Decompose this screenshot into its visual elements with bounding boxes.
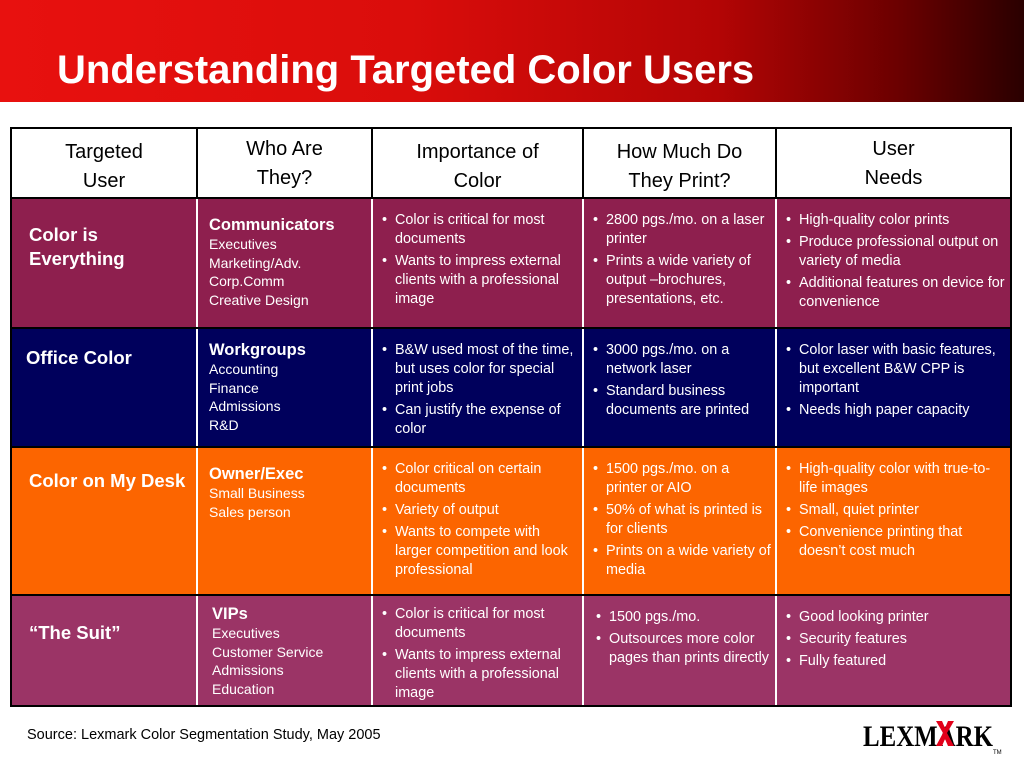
list-item: Wants to impress external clients with a… [380, 252, 578, 309]
list-item: Standard business documents are printed [591, 382, 771, 420]
segment-name: Office Color [26, 347, 132, 368]
list-item: Variety of output [380, 501, 578, 520]
list-item: Color critical on certain documents [380, 460, 578, 498]
who-item: Corp.Comm [209, 273, 285, 289]
list-item: Produce professional output on variety o… [784, 233, 1006, 271]
who-item: Education [212, 680, 275, 697]
who-item: Sales person [209, 503, 291, 520]
header-how-much-print: How Much Do They Print? [582, 129, 775, 197]
who-item: Creative Design [209, 291, 309, 308]
header-label: Needs [864, 167, 923, 189]
title-bar: Understanding Targeted Color Users [0, 0, 1024, 102]
importance-cell: Color critical on certain documents Vari… [371, 448, 582, 594]
who-item: Admissions [212, 662, 284, 678]
list-item: Color is critical for most documents [380, 605, 578, 643]
header-who-are-they: Who Are They? [196, 129, 371, 197]
print-volume-cell: 1500 pgs./mo. Outsources more color page… [582, 596, 775, 705]
list-item: Color laser with basic features, but exc… [784, 341, 1008, 398]
list-item: 1500 pgs./mo. on a printer or AIO [591, 460, 771, 498]
table-row: Office Color Workgroups Accounting Finan… [12, 329, 1010, 448]
slide-title: Understanding Targeted Color Users [57, 48, 755, 92]
segment-name: “The Suit” [29, 622, 121, 643]
logo-x-accent-icon [936, 721, 954, 746]
print-volume-cell: 1500 pgs./mo. on a printer or AIO 50% of… [582, 448, 775, 594]
list-item: Can justify the expense of color [380, 401, 578, 439]
list-item: Wants to compete with larger competition… [380, 523, 578, 580]
user-needs-cell: High-quality color prints Produce profes… [775, 199, 1010, 327]
who-group: Communicators [209, 216, 335, 234]
user-needs-cell: Color laser with basic features, but exc… [775, 329, 1010, 446]
who-item: Executives [212, 625, 280, 641]
list-item: Small, quiet printer [784, 501, 1006, 520]
who-group: Owner/Exec [209, 465, 304, 483]
trademark-mark: TM [993, 750, 1002, 756]
who-item: Small Business [209, 485, 305, 501]
user-needs-cell: Good looking printer Security features F… [775, 596, 1010, 705]
lexmark-logo: LEXMARK TM [863, 720, 1002, 756]
list-item: Fully featured [784, 652, 1006, 671]
header-label: User [872, 138, 915, 160]
who-item: Admissions [209, 398, 281, 414]
list-item: Additional features on device for conven… [784, 274, 1006, 312]
logo-wordmark: LEXMARK [863, 720, 994, 753]
who-cell: Workgroups Accounting Finance Admissions… [196, 329, 371, 446]
list-item: Good looking printer [784, 608, 1006, 627]
who-item: Executives [209, 236, 277, 252]
header-label: Color [453, 170, 502, 192]
list-item: 2800 pgs./mo. on a laser printer [591, 211, 771, 249]
who-item: Finance [209, 379, 259, 396]
segment-name: Color is Everything [29, 224, 125, 269]
list-item: Security features [784, 630, 1006, 649]
list-item: Outsources more color pages than prints … [594, 630, 771, 668]
who-item: R&D [209, 416, 239, 433]
header-label: Importance of [416, 141, 539, 163]
table-row: Color on My Desk Owner/Exec Small Busine… [12, 448, 1010, 596]
list-item: Prints a wide variety of output –brochur… [591, 252, 771, 309]
list-item: Needs high paper capacity [784, 401, 1008, 420]
importance-cell: Color is critical for most documents Wan… [371, 199, 582, 327]
who-cell: Communicators Executives Marketing/Adv. … [196, 199, 371, 327]
header-label: Targeted [65, 141, 143, 163]
importance-cell: B&W used most of the time, but uses colo… [371, 329, 582, 446]
header-label: They? [256, 167, 313, 189]
list-item: High-quality color prints [784, 211, 1006, 230]
list-item: 1500 pgs./mo. [594, 608, 771, 627]
segmentation-table: Targeted User Who Are They? Importance o… [10, 127, 1012, 707]
segment-name: Color on My Desk [29, 470, 186, 491]
header-importance-of-color: Importance of Color [371, 129, 582, 197]
who-item: Marketing/Adv. [209, 254, 302, 271]
header-row: Targeted User Who Are They? Importance o… [12, 129, 1010, 199]
print-volume-cell: 3000 pgs./mo. on a network laser Standar… [582, 329, 775, 446]
header-user-needs: User Needs [775, 129, 1010, 197]
who-item: Customer Service [212, 643, 324, 660]
who-group: Workgroups [209, 341, 306, 359]
user-needs-cell: High-quality color with true-to-life ima… [775, 448, 1010, 594]
list-item: High-quality color with true-to-life ima… [784, 460, 1006, 498]
list-item: Wants to impress external clients with a… [380, 646, 578, 703]
header-label: How Much Do [616, 141, 743, 163]
header-label: Who Are [246, 138, 323, 160]
header-label: They Print? [628, 170, 731, 192]
print-volume-cell: 2800 pgs./mo. on a laser printer Prints … [582, 199, 775, 327]
header-targeted-user: Targeted User [12, 129, 196, 197]
list-item: B&W used most of the time, but uses colo… [380, 341, 578, 398]
list-item: Color is critical for most documents [380, 211, 578, 249]
list-item: 3000 pgs./mo. on a network laser [591, 341, 771, 379]
source-note: Source: Lexmark Color Segmentation Study… [27, 727, 381, 743]
who-group: VIPs [212, 605, 248, 623]
header-label: User [82, 170, 126, 192]
who-item: Accounting [209, 361, 279, 377]
table-row: Color is Everything Communicators Execut… [12, 199, 1010, 329]
importance-cell: Color is critical for most documents Wan… [371, 596, 582, 705]
list-item: Prints on a wide variety of media [591, 542, 771, 580]
table-row: “The Suit” VIPs Executives Customer Serv… [12, 596, 1010, 705]
list-item: 50% of what is printed is for clients [591, 501, 771, 539]
who-cell: VIPs Executives Customer Service Admissi… [196, 596, 371, 705]
who-cell: Owner/Exec Small Business Sales person [196, 448, 371, 594]
list-item: Convenience printing that doesn’t cost m… [784, 523, 1006, 561]
